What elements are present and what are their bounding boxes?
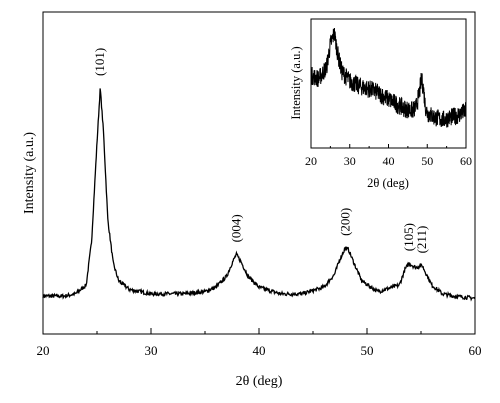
peak-label: (105): [401, 223, 416, 251]
x-tick-label-30: 30: [145, 343, 158, 358]
peak-label: (101): [92, 48, 107, 76]
x-tick-label-30: 30: [344, 154, 356, 168]
peak-label: (211): [414, 226, 429, 254]
inset-plot: 20 30 40 50 60 2θ (deg) Intensity (a.u.): [289, 18, 472, 190]
x-tick-label-20: 20: [37, 343, 50, 358]
peak-label: (200): [337, 208, 352, 236]
x-tick-label-60: 60: [460, 154, 472, 168]
x-tick-label-50: 50: [361, 343, 374, 358]
peak-label: (004): [228, 214, 243, 242]
main-x-ticks: [42, 328, 476, 334]
inset-diffraction-line: [310, 27, 467, 128]
x-tick-label-20: 20: [305, 154, 317, 168]
inset-y-axis-label: Intensity (a.u.): [289, 46, 303, 119]
inset-x-tick-labels: 20 30 40 50 60: [305, 154, 472, 168]
inset-plot-frame: [310, 18, 467, 149]
inset-x-axis-label: 2θ (deg): [367, 176, 409, 190]
x-tick-label-40: 40: [383, 154, 395, 168]
main-x-tick-labels: 20 30 40 50 60: [37, 343, 482, 358]
x-tick-label-60: 60: [469, 343, 482, 358]
x-tick-label-50: 50: [421, 154, 433, 168]
main-diffraction-line: [42, 88, 476, 302]
main-y-axis-label: Intensity (a.u.): [22, 132, 37, 214]
main-x-axis-label: 2θ (deg): [236, 374, 283, 389]
main-plot: 20 30 40 50 60 (101) (004) (200) (105)(211) 2θ …: [22, 11, 482, 389]
x-tick-label-40: 40: [253, 343, 266, 358]
inset-x-ticks: [310, 144, 467, 148]
peak-labels: (101) (004) (200) (105)(211): [92, 48, 429, 254]
